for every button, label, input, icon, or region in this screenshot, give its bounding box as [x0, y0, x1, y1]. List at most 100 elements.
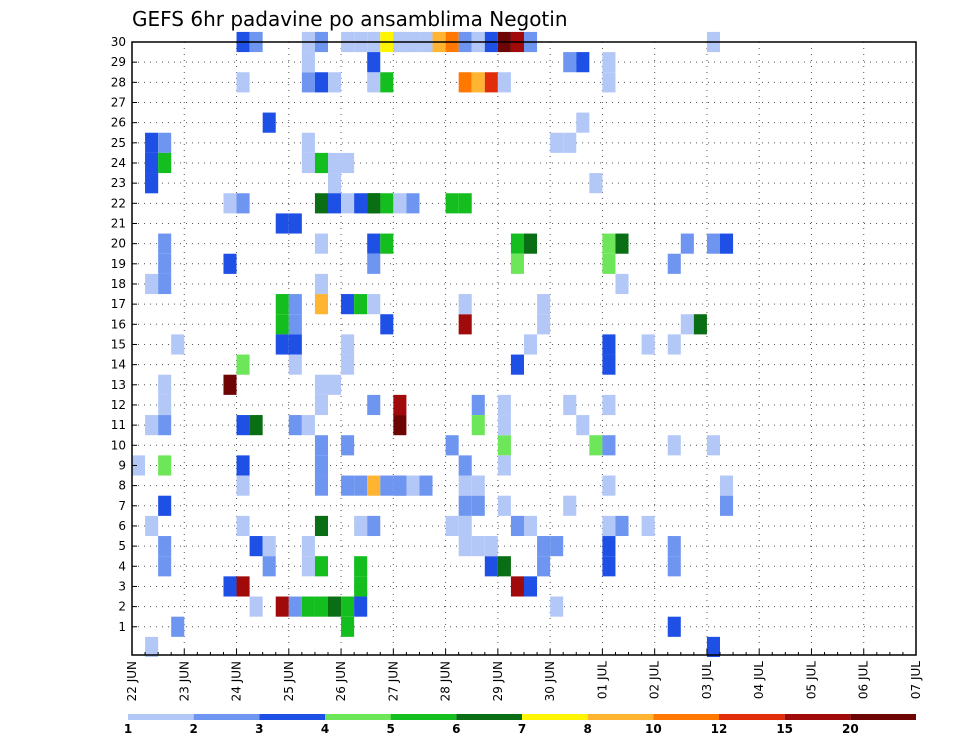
data-cell	[314, 596, 328, 617]
data-cell	[314, 233, 328, 254]
data-cell	[563, 132, 577, 153]
x-tick-label: 05 JUL	[804, 661, 818, 699]
data-cell	[145, 273, 159, 295]
data-cell	[720, 233, 734, 254]
data-cell	[602, 435, 616, 456]
data-cell	[314, 515, 328, 537]
data-cell	[393, 193, 407, 214]
data-cell	[563, 394, 577, 416]
data-cell	[641, 334, 655, 355]
legend-label: 10	[645, 722, 662, 736]
legend-label: 20	[842, 722, 859, 736]
data-cell	[367, 253, 381, 274]
x-tick-label: 06 JUL	[857, 661, 871, 699]
y-tick-label: 1	[118, 620, 126, 634]
legend-swatch	[850, 714, 916, 720]
data-cell	[341, 435, 355, 456]
y-tick-label: 5	[118, 539, 126, 553]
data-cell	[563, 495, 577, 516]
data-cell	[510, 576, 524, 597]
data-cell	[458, 536, 472, 557]
x-tick-label: 04 JUL	[752, 661, 766, 699]
data-cell	[275, 334, 289, 355]
y-tick-label: 21	[111, 216, 126, 230]
data-cell	[602, 475, 616, 496]
y-tick-label: 4	[118, 559, 126, 573]
data-cell	[589, 435, 603, 456]
data-cell	[354, 475, 368, 496]
data-cell	[328, 152, 342, 174]
y-tick-label: 23	[111, 176, 126, 190]
y-tick-label: 30	[111, 35, 126, 49]
data-cell	[550, 536, 564, 557]
y-tick-label: 16	[111, 317, 126, 331]
data-cell	[471, 475, 485, 496]
y-tick-label: 14	[111, 358, 126, 372]
data-cell	[301, 556, 315, 577]
data-cell	[158, 495, 172, 516]
data-cell	[602, 334, 616, 355]
legend-swatch	[719, 714, 785, 720]
legend-label: 3	[255, 722, 263, 736]
data-cell	[380, 72, 394, 93]
data-cell	[314, 394, 328, 416]
data-cell	[380, 233, 394, 254]
data-cell	[301, 72, 315, 93]
data-cell	[497, 415, 511, 436]
x-tick-label: 24 JUN	[230, 661, 244, 701]
data-cell	[615, 515, 629, 537]
data-cell	[275, 314, 289, 335]
data-cell	[524, 576, 538, 597]
data-cell	[301, 132, 315, 153]
data-cell	[158, 273, 172, 295]
data-cell	[158, 253, 172, 274]
data-cell	[314, 294, 328, 315]
y-tick-label: 9	[118, 458, 126, 472]
data-cell	[393, 415, 407, 436]
data-cell	[145, 152, 159, 174]
data-cell	[484, 536, 498, 557]
x-tick-label: 27 JUN	[386, 661, 400, 701]
data-cell	[223, 193, 237, 214]
data-cell	[223, 253, 237, 274]
data-cell	[680, 233, 694, 254]
data-cell	[367, 475, 381, 496]
data-cell	[158, 374, 172, 395]
y-tick-label: 25	[111, 136, 126, 150]
data-cell	[667, 253, 681, 274]
data-cell	[497, 435, 511, 456]
data-cell	[380, 314, 394, 335]
data-cell	[602, 354, 616, 375]
data-cell	[720, 475, 734, 496]
legend-label: 15	[776, 722, 793, 736]
data-cell	[367, 52, 381, 73]
data-cell	[314, 72, 328, 93]
data-cell	[236, 193, 250, 214]
legend-label: 1	[124, 722, 132, 736]
data-cell	[314, 435, 328, 456]
y-tick-label: 22	[111, 196, 126, 210]
data-cell	[458, 294, 472, 315]
legend-label: 2	[189, 722, 197, 736]
y-tick-label: 26	[111, 116, 126, 130]
data-cell	[550, 596, 564, 617]
x-tick-label: 29 JUN	[491, 661, 505, 701]
data-cell	[393, 394, 407, 416]
data-cell	[223, 576, 237, 597]
y-tick-label: 19	[111, 257, 126, 271]
data-cell	[602, 233, 616, 254]
data-cell	[314, 556, 328, 577]
legend-label: 7	[518, 722, 526, 736]
y-tick-label: 24	[111, 156, 126, 170]
data-cell	[471, 72, 485, 93]
data-cell	[275, 596, 289, 617]
data-cell	[667, 616, 681, 637]
y-tick-label: 29	[111, 55, 126, 69]
data-cell	[497, 394, 511, 416]
data-cell	[458, 72, 472, 93]
legend-label: 8	[583, 722, 591, 736]
x-tick-label: 30 JUN	[543, 661, 557, 701]
legend-swatch	[456, 714, 522, 720]
data-cell	[458, 475, 472, 496]
x-tick-label: 22 JUN	[125, 661, 139, 701]
